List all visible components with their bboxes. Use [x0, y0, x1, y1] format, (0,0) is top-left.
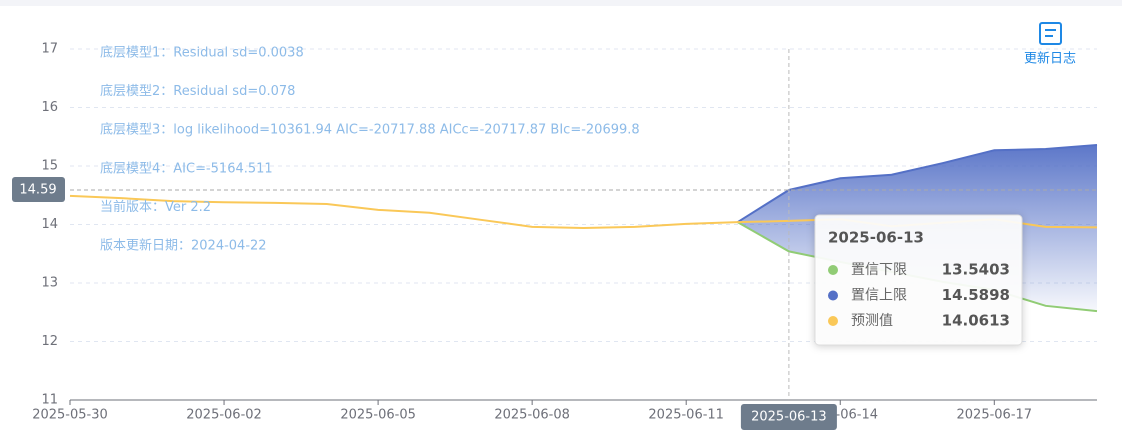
tooltip-dot: [828, 290, 838, 301]
tooltip-name: 置信上限: [851, 288, 907, 304]
x-tick-label: 2025-06-17: [957, 408, 1033, 423]
y-tick-label: 11: [41, 393, 58, 408]
x-tick-label: 2025-05-30: [32, 408, 108, 423]
annotation: 底层模型2：Residual sd=0.078: [100, 83, 295, 99]
annotation: 底层模型3：log likelihood=10361.94 AIC=-20717…: [100, 122, 640, 138]
y-tick-label: 15: [41, 159, 58, 174]
pointer-x-label: 2025-06-13: [751, 410, 827, 425]
x-tick-label: 2025-06-05: [340, 408, 416, 423]
tooltip-name: 预测值: [851, 313, 893, 329]
tooltip: 2025-06-13 置信下限 13.5403 置信上限 14.5898 预测值 14.06…: [814, 214, 1023, 346]
tooltip-name: 置信下限: [851, 262, 907, 278]
annotation: 版本更新日期：2024-04-22: [100, 238, 267, 254]
y-tick-label: 16: [41, 100, 58, 115]
tooltip-dot: [828, 316, 838, 326]
tooltip-value: 13.5403: [942, 261, 1010, 279]
annotation: 底层模型1：Residual sd=0.0038: [100, 45, 304, 61]
log-icon[interactable]: [1039, 22, 1062, 45]
toolbar-button[interactable]: 更新日志: [1024, 22, 1076, 67]
tooltip-value: 14.0613: [942, 312, 1010, 330]
x-tick-label: 2025-06-02: [186, 408, 262, 423]
tooltip-value: 14.5898: [942, 286, 1010, 304]
pointer-y-label: 14.59: [19, 182, 56, 197]
tooltip-box: [814, 214, 1023, 346]
y-tick-label: 14: [41, 217, 58, 232]
tooltip-title: 2025-06-13: [828, 229, 924, 247]
y-tick-label: 13: [41, 276, 58, 291]
annotation: 底层模型4：AIC=-5164.511: [100, 160, 273, 176]
annotation: 当前版本：Ver 2.2: [100, 199, 211, 215]
y-tick-label: 12: [41, 334, 58, 349]
pointer-y-box: [12, 176, 65, 202]
toolbar-label[interactable]: 更新日志: [1024, 51, 1076, 67]
tooltip-dot: [828, 265, 838, 275]
series-line: [737, 143, 1098, 224]
y-tick-label: 17: [41, 42, 58, 57]
x-tick-label: 2025-06-08: [494, 408, 570, 423]
pointer-x-box: [740, 404, 837, 430]
x-tick-label: 2025-06-11: [648, 408, 724, 423]
